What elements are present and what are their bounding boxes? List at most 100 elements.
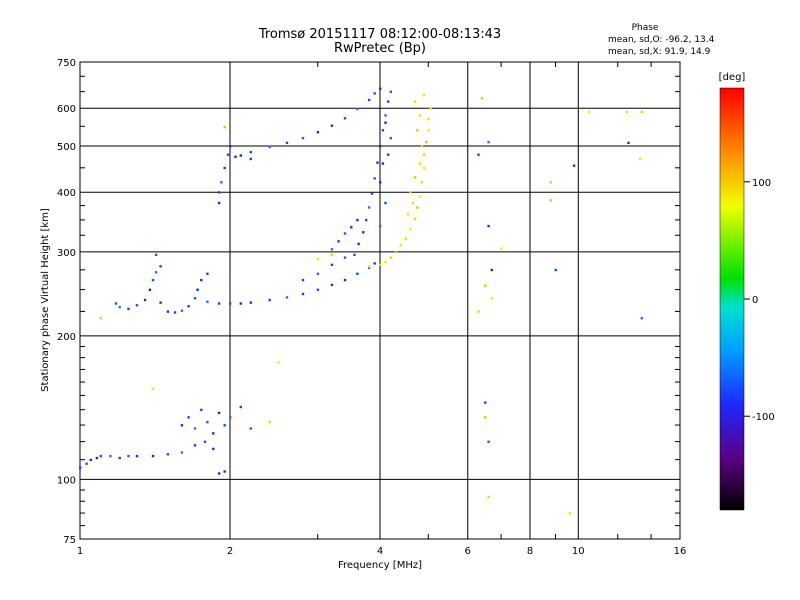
data-point-o bbox=[337, 240, 340, 243]
data-point-x bbox=[480, 97, 484, 100]
data-point-o bbox=[79, 466, 82, 469]
data-point-o bbox=[173, 311, 177, 314]
data-point-o bbox=[223, 470, 226, 473]
data-point-x bbox=[268, 420, 271, 424]
data-point-o bbox=[212, 447, 215, 451]
data-point-o bbox=[217, 472, 221, 475]
data-point-o bbox=[193, 297, 197, 300]
data-point-o bbox=[316, 131, 320, 134]
data-point-o bbox=[114, 302, 118, 305]
data-point-o bbox=[379, 181, 382, 184]
data-point-x bbox=[484, 416, 487, 419]
data-point-o bbox=[196, 288, 199, 291]
data-point-x bbox=[639, 157, 642, 161]
data-point-o bbox=[357, 242, 360, 246]
data-point-o bbox=[384, 114, 387, 117]
data-point-o bbox=[627, 141, 630, 145]
data-point-x bbox=[413, 176, 417, 179]
data-point-x bbox=[384, 260, 387, 264]
data-point-o bbox=[330, 263, 334, 266]
data-point-x bbox=[99, 317, 102, 320]
data-point-o bbox=[89, 458, 92, 462]
data-point-o bbox=[379, 145, 382, 148]
data-point-o bbox=[343, 117, 347, 120]
data-point-o bbox=[572, 164, 576, 167]
data-point-x bbox=[406, 213, 410, 216]
data-point-x bbox=[416, 206, 419, 209]
data-point-o bbox=[127, 307, 130, 311]
data-point-o bbox=[384, 121, 387, 124]
data-point-o bbox=[373, 92, 376, 95]
data-point-o bbox=[356, 107, 359, 111]
data-point-x bbox=[418, 114, 421, 117]
data-point-o bbox=[490, 268, 493, 272]
data-point-o bbox=[151, 278, 155, 282]
x-tick-label: 6 bbox=[465, 546, 471, 557]
data-point-o bbox=[301, 278, 305, 282]
data-point-x bbox=[330, 253, 334, 256]
y-tick-label: 750 bbox=[57, 58, 76, 69]
data-point-o bbox=[379, 87, 382, 90]
data-point-o bbox=[370, 192, 374, 195]
x-tick-label: 1 bbox=[77, 546, 83, 557]
x-tick-label: 16 bbox=[674, 546, 687, 557]
data-point-o bbox=[154, 253, 158, 256]
data-point-o bbox=[166, 453, 170, 456]
data-point-o bbox=[379, 224, 382, 228]
data-point-o bbox=[301, 292, 305, 296]
data-point-o bbox=[367, 266, 371, 269]
data-point-x bbox=[409, 228, 412, 231]
data-point-o bbox=[330, 283, 334, 287]
data-point-x bbox=[625, 110, 628, 114]
data-point-x bbox=[490, 297, 493, 300]
data-point-o bbox=[187, 305, 190, 308]
phase-legend-x: mean, sd,X: 91.9, 14.9 bbox=[608, 47, 711, 57]
data-point-o bbox=[200, 278, 203, 282]
data-point-o bbox=[387, 153, 390, 156]
data-point-x bbox=[640, 110, 643, 114]
data-point-o bbox=[367, 98, 371, 102]
data-point-o bbox=[484, 401, 487, 404]
data-point-x bbox=[151, 387, 155, 390]
data-point-o bbox=[234, 155, 237, 158]
data-point-x bbox=[379, 263, 382, 266]
colorbar-tick-label: -100 bbox=[752, 412, 775, 423]
data-point-x bbox=[549, 181, 552, 184]
data-point-o bbox=[249, 157, 252, 161]
data-point-x bbox=[568, 512, 571, 515]
data-point-o bbox=[316, 272, 320, 275]
data-point-o bbox=[217, 411, 221, 415]
data-point-o bbox=[226, 153, 230, 156]
data-point-x bbox=[500, 247, 503, 250]
data-point-o bbox=[127, 454, 130, 458]
data-point-o bbox=[268, 298, 271, 302]
data-point-o bbox=[217, 191, 221, 194]
data-point-o bbox=[229, 145, 232, 148]
data-point-x bbox=[389, 256, 392, 259]
data-point-o bbox=[193, 444, 197, 447]
data-point-o bbox=[389, 136, 392, 140]
data-point-o bbox=[381, 129, 385, 132]
data-point-o bbox=[143, 298, 147, 302]
data-point-o bbox=[212, 432, 215, 435]
grid-lines bbox=[80, 62, 680, 539]
data-point-x bbox=[409, 191, 412, 194]
data-point-x bbox=[422, 93, 426, 97]
data-point-o bbox=[99, 454, 102, 458]
colorbar bbox=[719, 87, 745, 511]
data-point-o bbox=[373, 262, 376, 265]
data-point-x bbox=[425, 140, 428, 144]
data-point-o bbox=[187, 416, 190, 419]
y-tick-label: 300 bbox=[57, 248, 76, 259]
data-point-o bbox=[356, 272, 359, 275]
data-point-o bbox=[159, 265, 162, 268]
x-tick-label: 8 bbox=[527, 546, 533, 557]
x-tick-label: 10 bbox=[572, 546, 585, 557]
data-point-o bbox=[217, 201, 221, 205]
data-point-o bbox=[389, 90, 392, 93]
data-point-o bbox=[239, 154, 242, 157]
data-point-o bbox=[249, 301, 252, 304]
data-point-o bbox=[135, 454, 139, 458]
data-point-o bbox=[477, 153, 480, 156]
data-point-o bbox=[166, 310, 170, 313]
